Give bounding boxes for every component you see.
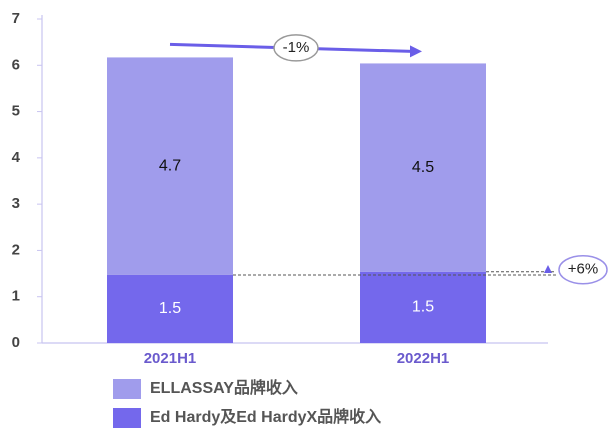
bar-segment	[107, 57, 233, 275]
value-label: 4.5	[412, 159, 434, 176]
legend-swatch	[113, 408, 141, 428]
y-tick-label: 5	[12, 103, 20, 120]
annotation-bubble	[558, 254, 608, 285]
y-tick-label: 3	[12, 195, 20, 212]
value-label: 1.5	[412, 299, 434, 316]
y-tick-label: 4	[12, 149, 21, 166]
legend-swatch	[113, 379, 141, 399]
value-label: 1.5	[159, 300, 181, 317]
bar-segment	[360, 271, 486, 343]
y-tick-label: 7	[12, 10, 20, 27]
arrow-head	[544, 264, 552, 273]
x-tick-label: 2022H1	[397, 350, 450, 367]
x-tick-label: 2021H1	[144, 350, 197, 367]
value-label: 4.7	[159, 157, 181, 174]
legend-label: ELLASSAY品牌收入	[150, 378, 298, 397]
y-tick-label: 0	[12, 334, 20, 351]
bar-segment	[360, 63, 486, 272]
annotation: -1%	[283, 39, 310, 56]
bar-segment	[107, 274, 233, 343]
y-tick-label: 2	[12, 241, 20, 258]
y-tick-label: 1	[12, 288, 20, 305]
legend-label: Ed Hardy及Ed HardyX品牌收入	[150, 407, 381, 426]
annotation-bubble	[273, 34, 319, 62]
arrow-head	[410, 45, 422, 58]
y-tick-label: 6	[12, 56, 20, 73]
annotation: +6%	[568, 261, 598, 278]
